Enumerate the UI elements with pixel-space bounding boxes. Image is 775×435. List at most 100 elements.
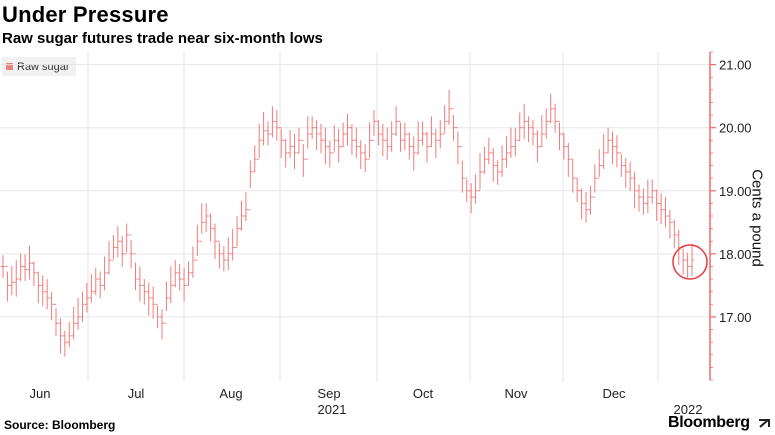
ohlc-bar [491, 147, 496, 182]
ohlc-bar [270, 106, 275, 138]
ohlc-bar [23, 254, 28, 281]
ohlc-bar [637, 184, 641, 212]
ohlc-bar [447, 89, 452, 125]
ohlc-bar [261, 111, 266, 146]
y-tick-label: 20.00 [719, 121, 752, 136]
ohlc-bar [641, 188, 646, 215]
ohlc-bar [407, 132, 412, 160]
ohlc-bar [80, 291, 85, 322]
ohlc-bar [478, 152, 482, 192]
ohlc-bar [341, 122, 346, 148]
ohlc-bar [455, 127, 460, 165]
ohlc-bar [266, 121, 270, 146]
ohlc-bar [522, 103, 527, 140]
ohlc-bar [142, 279, 147, 305]
ohlc-bar [544, 108, 549, 140]
ohlc-bar [151, 286, 156, 319]
ohlc-bar [89, 274, 94, 304]
ohlc-bar [190, 246, 195, 278]
ohlc-bar [650, 179, 655, 204]
ohlc-bar [71, 306, 76, 340]
ohlc-bar [252, 145, 257, 173]
ohlc-bar [610, 131, 615, 165]
gridlines [0, 64, 710, 318]
ohlc-bar [539, 115, 544, 148]
ohlc-bar [314, 120, 319, 151]
ohlc-bar [1, 255, 5, 278]
y-tick-label: 21.00 [719, 58, 752, 73]
ohlc-bar [120, 236, 125, 267]
ohlc-bar [102, 256, 107, 291]
ohlc-bar [186, 261, 191, 286]
ohlc-bar [230, 228, 235, 261]
ohlc-bar [36, 271, 41, 304]
ohlc-bar [372, 110, 376, 141]
chart-subtitle: Raw sugar futures trade near six-month l… [2, 30, 323, 47]
ohlc-bar [173, 260, 178, 288]
x-tick-label: Dec [602, 386, 626, 401]
ohlc-bar [221, 246, 226, 272]
ohlc-bar [349, 123, 354, 155]
source-note: Source: Bloomberg [4, 418, 116, 432]
x-gridlines [87, 52, 659, 382]
ohlc-bar [557, 120, 562, 151]
ohlc-bar [133, 253, 138, 291]
ohlc-bar [433, 128, 438, 158]
ohlc-bar [535, 130, 540, 163]
ohlc-bar [570, 158, 575, 193]
ohlc-bar [129, 234, 134, 269]
ohlc-bar [420, 121, 425, 146]
ohlc-bar [345, 113, 350, 146]
ohlc-bar [517, 112, 522, 141]
ohlc-bar [310, 116, 315, 140]
ohlc-bar [257, 123, 262, 160]
ohlc-bar [182, 267, 187, 302]
ohlc-bar [402, 122, 407, 151]
ohlc-bar [438, 120, 443, 149]
ohlc-bar [18, 253, 23, 281]
ohlc-bar [579, 188, 584, 220]
ohlc-bar [690, 243, 694, 277]
ohlc-bar [332, 125, 337, 154]
ohlc-bar [84, 282, 89, 313]
y-ticks: 17.00 18.00 19.00 20.00 21.00 [710, 51, 752, 381]
ohlc-bar [575, 177, 580, 203]
ohlc-bar [623, 157, 628, 188]
ohlc-bar [460, 146, 465, 193]
ohlc-bar [632, 171, 637, 209]
ohlc-bar [354, 127, 359, 158]
ohlc-bar [213, 223, 217, 259]
ohlc-bar [394, 106, 399, 136]
ohlc-bar [442, 104, 447, 135]
year-label: 2021 [318, 402, 347, 417]
ohlc-bar [98, 271, 103, 299]
ohlc-bar [235, 216, 240, 249]
ohlc-bar [614, 135, 619, 168]
ohlc-bar [601, 134, 606, 170]
ohlc-bar [208, 213, 213, 242]
ohlc-bar [54, 303, 58, 337]
ohlc-bar [137, 266, 142, 302]
ohlc-bar [654, 189, 659, 222]
ohlc-bar [385, 127, 390, 160]
ohlc-bar [5, 265, 10, 302]
arrow-icon [759, 419, 770, 428]
ohlc-bar [164, 281, 169, 324]
ohlc-bar [584, 192, 588, 223]
ohlc-bar [301, 139, 306, 177]
legend-swatch [6, 63, 13, 70]
ohlc-bar [45, 279, 50, 310]
ohlc-bar [168, 266, 173, 304]
ohlc-bar [606, 127, 611, 154]
y-tick-label: 19.00 [719, 184, 752, 199]
ohlc-bar [504, 136, 509, 168]
ohlc-bar [597, 149, 602, 179]
ohlc-bar [27, 245, 32, 280]
ohlc-bar [469, 183, 474, 214]
year-label: 2022 [674, 402, 703, 417]
ohlc-bar [296, 127, 301, 154]
ohlc-bar [146, 282, 151, 316]
ohlc-bar [398, 120, 403, 152]
ohlc-bar [358, 140, 363, 170]
